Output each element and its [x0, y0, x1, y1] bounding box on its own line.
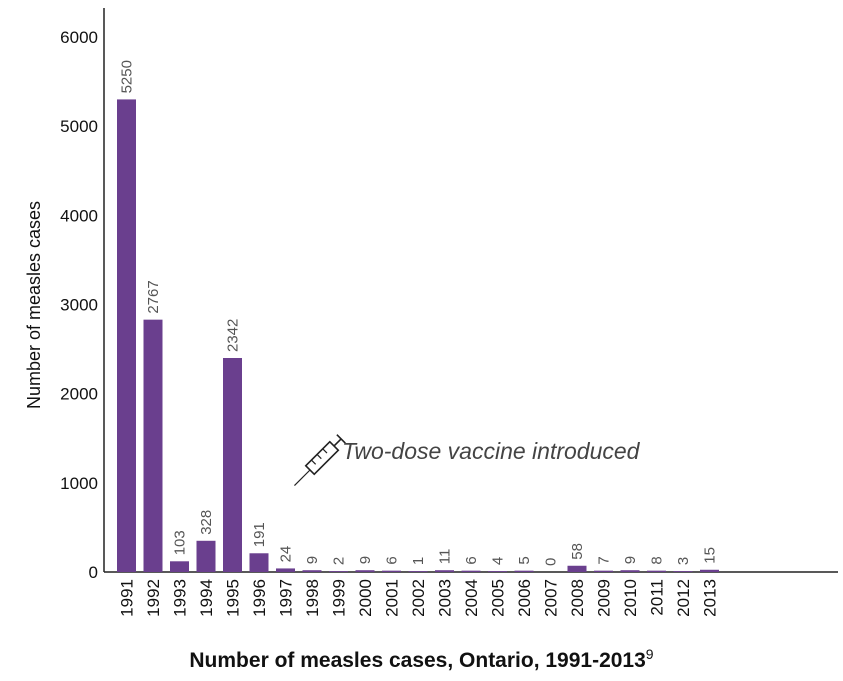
bar-2010 — [620, 570, 640, 572]
x-tick-label-2011: 2011 — [648, 579, 667, 616]
y-tick-label: 0 — [89, 563, 98, 582]
x-tick-label-2013: 2013 — [701, 579, 720, 617]
x-tick-label-1994: 1994 — [197, 579, 216, 617]
x-tick-label-1997: 1997 — [277, 579, 296, 617]
x-tick-label-1998: 1998 — [303, 579, 322, 617]
data-label-1997: 24 — [278, 546, 295, 563]
data-label-2007: 0 — [543, 558, 560, 566]
bar-2009 — [594, 570, 613, 572]
x-tick-label-2000: 2000 — [356, 579, 375, 617]
chart-title-text: Number of measles cases, Ontario, 1991-2… — [189, 649, 646, 672]
data-label-2005: 4 — [490, 557, 507, 565]
bar-2012 — [673, 571, 693, 572]
data-label-2001: 6 — [384, 556, 401, 564]
chart-title-footnote: 9 — [645, 646, 654, 662]
data-label-2009: 7 — [596, 556, 613, 564]
x-tick-label-2010: 2010 — [621, 579, 640, 617]
x-tick-label-1996: 1996 — [250, 579, 269, 617]
chart-title: Number of measles cases, Ontario, 1991-2… — [0, 646, 843, 673]
x-tick-label-2012: 2012 — [674, 579, 693, 617]
data-label-2011: 8 — [649, 556, 666, 564]
y-tick-label: 2000 — [60, 385, 98, 404]
data-label-2003: 11 — [437, 549, 454, 565]
bar-1994 — [196, 540, 216, 572]
x-tick-label-2007: 2007 — [542, 579, 561, 617]
x-axis-ticks: 1991 1992 1993 1994 1995 1996 1997 1998 1999 2000… — [118, 579, 720, 617]
bar-1993 — [170, 561, 189, 572]
bar-2004 — [461, 570, 481, 572]
bar-2008 — [567, 565, 587, 572]
data-label-2010: 9 — [622, 556, 639, 564]
x-tick-label-2004: 2004 — [462, 579, 481, 617]
bar-1996 — [249, 553, 269, 572]
data-label-1995: 2342 — [225, 319, 242, 352]
data-label-1991: 5250 — [119, 60, 136, 93]
bar-1995 — [223, 358, 242, 572]
vaccine-annotation: Two-dose vaccine introduced — [342, 438, 641, 464]
bar-1991 — [117, 99, 136, 573]
data-label-2013: 15 — [702, 547, 719, 564]
bar-2005 — [488, 571, 507, 572]
bar-2011 — [647, 570, 666, 572]
x-tick-label-2002: 2002 — [409, 579, 428, 617]
y-tick-label: 3000 — [60, 296, 98, 315]
bar-1992 — [143, 319, 163, 572]
bar-2000 — [355, 570, 375, 572]
y-axis-title: Number of measles cases — [24, 201, 44, 409]
x-tick-label-1995: 1995 — [224, 579, 243, 617]
bars — [117, 99, 719, 573]
x-tick-label-1993: 1993 — [171, 579, 190, 617]
y-tick-label: 1000 — [60, 474, 98, 493]
bar-1999 — [329, 571, 348, 572]
data-label-1992: 2767 — [145, 280, 162, 313]
data-label-2004: 6 — [463, 556, 480, 564]
x-tick-label-2005: 2005 — [489, 579, 508, 617]
x-tick-label-1992: 1992 — [144, 579, 163, 617]
data-label-2006: 5 — [516, 556, 533, 564]
data-label-1993: 103 — [172, 530, 189, 555]
x-tick-label-2008: 2008 — [568, 579, 587, 617]
data-label-2008: 58 — [569, 543, 586, 560]
data-label-1999: 2 — [331, 557, 348, 565]
bar-2003 — [435, 570, 454, 572]
bar-2013 — [700, 569, 719, 572]
bar-2002 — [408, 571, 428, 572]
bar-2006 — [514, 570, 534, 572]
x-tick-label-2001: 2001 — [383, 579, 402, 617]
y-tick-label: 4000 — [60, 206, 98, 225]
bar-2001 — [382, 570, 401, 572]
x-tick-label-1999: 1999 — [330, 579, 349, 617]
data-label-1994: 328 — [198, 510, 215, 535]
y-axis-ticks: 0 1000 2000 3000 4000 5000 6000 — [60, 28, 98, 582]
y-tick-label: 6000 — [60, 28, 98, 47]
y-tick-label: 5000 — [60, 117, 98, 136]
x-tick-label-2003: 2003 — [436, 579, 455, 617]
x-tick-label-1991: 1991 — [118, 579, 137, 617]
data-label-1996: 191 — [251, 522, 268, 547]
data-label-2012: 3 — [675, 557, 692, 565]
syringe-icon — [294, 434, 346, 486]
data-label-2002: 1 — [410, 557, 427, 565]
x-tick-label-2009: 2009 — [595, 579, 614, 617]
data-label-1998: 9 — [304, 556, 321, 564]
data-label-2000: 9 — [357, 556, 374, 564]
bar-1997 — [276, 568, 295, 572]
bar-1998 — [302, 570, 322, 572]
x-tick-label-2006: 2006 — [515, 579, 534, 617]
